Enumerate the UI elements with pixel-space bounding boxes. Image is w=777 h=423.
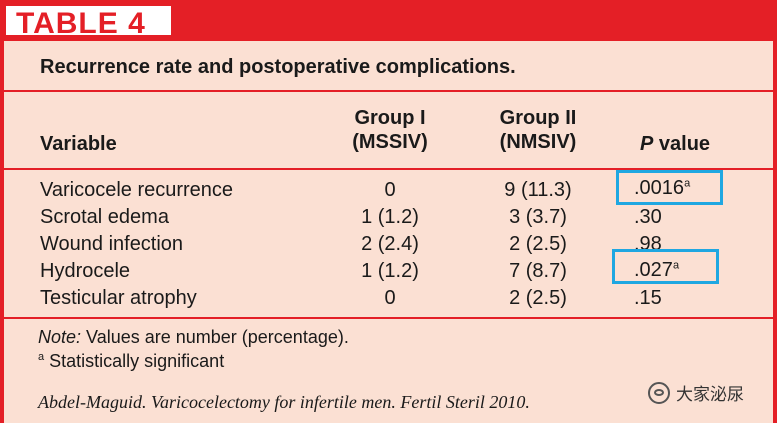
row-variable: Varicocele recurrence [40, 179, 234, 201]
note-text: Values are number (percentage). [81, 327, 349, 347]
footer-rule [4, 317, 773, 319]
body-rule [4, 168, 773, 170]
row-variable: Hydrocele [40, 260, 131, 282]
header-p-italic: P [640, 133, 654, 155]
row-p-value: .30 [634, 205, 662, 229]
row-group2: 7 (8.7) [509, 260, 567, 282]
row-group2: 3 (3.7) [509, 206, 567, 228]
row-group1: 0 [384, 287, 396, 309]
citation: Abdel-Maguid. Varicocelectomy for infert… [38, 392, 530, 412]
footnote-mark: a [38, 351, 45, 363]
header-group1-abbr: (MSSIV) [352, 131, 428, 153]
header-rule [4, 90, 773, 92]
p-value-text: .15 [634, 287, 662, 309]
table-tag: TABLE 4 [4, 4, 173, 40]
row-group1: 2 (2.4) [361, 233, 419, 255]
row-variable: Wound infection [40, 233, 184, 255]
watermark-text: 大家泌尿 [676, 385, 744, 405]
header-group2-abbr: (NMSIV) [499, 131, 577, 153]
header-group1-name: Group I [354, 107, 426, 129]
row-group1: 1 (1.2) [361, 206, 419, 228]
header-p-value: P value [640, 132, 710, 156]
table-note: Note: Values are number (percentage). [38, 326, 349, 348]
table-footnote: a Statistically significant [38, 350, 224, 372]
p-value-text: .0016 [634, 177, 685, 199]
table-caption: Recurrence rate and postoperative compli… [40, 56, 516, 78]
note-label: Note: [38, 327, 82, 347]
significance-mark: a [684, 177, 691, 190]
table-tag-label: TABLE 4 [16, 7, 146, 40]
row-group2: 2 (2.5) [509, 287, 567, 309]
p-value-text: .30 [634, 206, 662, 228]
watermark: 大家泌尿 [648, 380, 744, 405]
p-value-text: .027 [634, 259, 673, 281]
highlight-box-recurrence [616, 170, 723, 205]
significance-mark: a [672, 259, 680, 272]
row-group1: 0 [384, 179, 396, 201]
row-p-value: .027a [634, 258, 679, 282]
header-variable: Variable [40, 133, 117, 155]
row-variable: Testicular atrophy [40, 287, 197, 309]
row-variable: Scrotal edema [40, 206, 169, 228]
header-group2-name: Group II [499, 107, 577, 129]
row-group2: 9 (11.3) [504, 179, 572, 201]
row-p-value: .15 [634, 286, 662, 310]
highlight-box-hydrocele [612, 249, 719, 284]
header-group1: Group I (MSSIV) [330, 106, 450, 154]
wechat-icon [648, 381, 670, 404]
row-group2: 2 (2.5) [509, 233, 567, 255]
footnote-text: Statistically significant [44, 351, 225, 371]
row-group1: 1 (1.2) [361, 260, 419, 282]
row-p-value: .0016a [634, 176, 690, 200]
table-panel [0, 41, 777, 423]
header-group2: Group II (NMSIV) [478, 106, 598, 154]
header-p-rest: value [653, 133, 711, 155]
